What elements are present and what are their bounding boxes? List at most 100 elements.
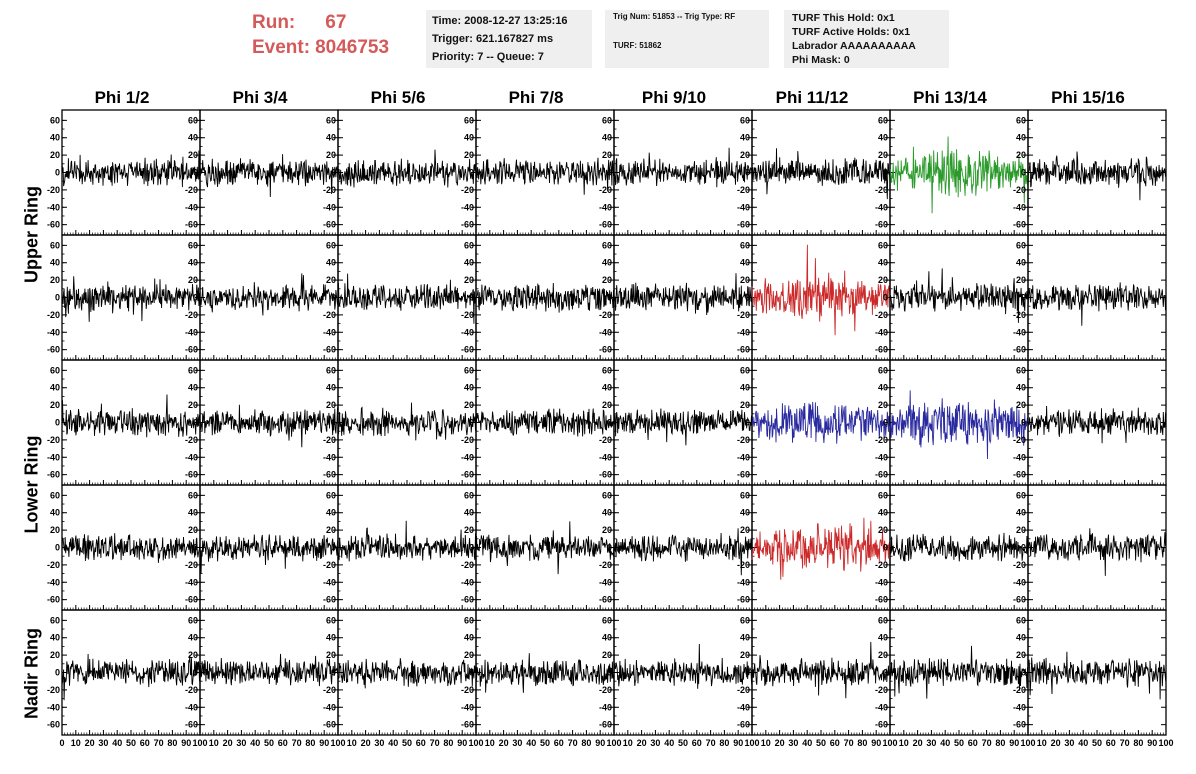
y-tick-label-r4-phi-5-6-40: 40 [326,633,336,643]
waveform-r3-phi-3-4 [199,534,339,574]
y-tick-label-r3-phi-1-2-0: 0 [55,543,60,553]
y-tick-label-r3-phi-13-14--20: -20 [875,560,888,570]
y-tick-label-r3-phi-5-6--20: -20 [323,560,336,570]
x-tick-label-phi-7-8-50: 50 [540,738,550,748]
turf-text: TURF: 51862 [613,41,662,50]
phi-mask-text: Phi Mask: 0 [792,54,850,66]
y-tick-label-r1-phi-5-6-40: 40 [326,258,336,268]
column-header-phi-13-14: Phi 13/14 [913,88,987,107]
column-header-phi-15-16: Phi 15/16 [1051,88,1125,107]
y-tick-label-r4-phi-13-14-0: 0 [883,668,888,678]
y-tick-label-r4-phi-5-6--60: -60 [323,720,336,730]
x-tick-label-phi-9-10-100: 100 [744,738,759,748]
y-tick-label-r0-phi-13-14-20: 20 [878,150,888,160]
y-tick-label-r3-phi-1-2--60: -60 [47,595,60,605]
y-tick-label-r0-phi-1-2-40: 40 [50,133,60,143]
x-tick-label-phi-7-8-20: 20 [499,738,509,748]
y-tick-label-r0-phi-7-8--40: -40 [461,202,474,212]
y-tick-label-r2-phi-3-4-60: 60 [188,365,198,375]
column-header-phi-5-6: Phi 5/6 [370,88,426,107]
y-tick-label-r0-phi-9-10--20: -20 [599,185,612,195]
y-tick-label-r3-phi-13-14-60: 60 [878,490,888,500]
y-tick-label-r3-phi-3-4--20: -20 [185,560,198,570]
y-tick-label-r3-phi-9-10--20: -20 [599,560,612,570]
panel-frame-r2-phi-1-2 [61,359,201,486]
x-tick-label-phi-3-4-50: 50 [264,738,274,748]
x-tick-label-phi-11-12-90: 90 [871,738,881,748]
waveform-r3-phi-7-8 [475,521,615,575]
y-tick-label-r2-phi-15-16-0: 0 [1021,418,1026,428]
y-tick-label-r2-phi-11-12-60: 60 [740,365,750,375]
y-tick-label-r3-phi-13-14--40: -40 [875,577,888,587]
y-tick-label-r3-phi-15-16--40: -40 [1013,577,1026,587]
y-tick-label-r4-phi-1-2--40: -40 [47,702,60,712]
y-tick-label-r3-phi-11-12--20: -20 [737,560,750,570]
x-tick-label-phi-5-6-40: 40 [388,738,398,748]
x-tick-label-phi-9-10-50: 50 [678,738,688,748]
y-tick-label-r3-phi-3-4-0: 0 [193,543,198,553]
waveform-r2-phi-5-6 [337,402,477,441]
y-tick-label-r4-phi-13-14-40: 40 [878,633,888,643]
y-tick-label-r4-phi-11-12--20: -20 [737,685,750,695]
y-tick-label-r3-phi-1-2-60: 60 [50,490,60,500]
y-tick-label-r1-phi-9-10-60: 60 [602,240,612,250]
y-tick-label-r2-phi-15-16--40: -40 [1013,452,1026,462]
y-tick-label-r4-phi-9-10-60: 60 [602,615,612,625]
y-tick-label-r4-phi-1-2-60: 60 [50,615,60,625]
waveform-r3-phi-13-14 [889,532,1029,562]
y-tick-label-r4-phi-7-8-20: 20 [464,650,474,660]
y-tick-label-r0-phi-13-14-40: 40 [878,133,888,143]
y-tick-label-r4-phi-15-16-20: 20 [1016,650,1026,660]
x-tick-label-phi-9-10-40: 40 [664,738,674,748]
y-tick-label-r0-phi-3-4--20: -20 [185,185,198,195]
y-tick-label-r2-phi-13-14-20: 20 [878,400,888,410]
waveform-r3-phi-15-16 [1027,528,1167,576]
y-tick-label-r2-phi-9-10-20: 20 [602,400,612,410]
y-tick-label-r2-phi-3-4-0: 0 [193,418,198,428]
y-tick-label-r0-phi-9-10-40: 40 [602,133,612,143]
waveform-r1-phi-11-12 [751,244,891,336]
y-tick-label-r0-phi-13-14-60: 60 [878,115,888,125]
x-tick-label-phi-7-8-10: 10 [485,738,495,748]
y-tick-label-r2-phi-1-2-0: 0 [55,418,60,428]
y-tick-label-r0-phi-7-8-40: 40 [464,133,474,143]
y-tick-label-r1-phi-13-14--60: -60 [875,345,888,355]
x-tick-label-phi-5-6-30: 30 [374,738,384,748]
y-tick-label-r2-phi-15-16--20: -20 [1013,435,1026,445]
y-tick-label-r3-phi-5-6--40: -40 [323,577,336,587]
y-tick-label-r4-phi-3-4-0: 0 [193,668,198,678]
y-tick-label-r3-phi-11-12-20: 20 [740,525,750,535]
y-tick-label-r4-phi-15-16--20: -20 [1013,685,1026,695]
y-tick-label-r0-phi-1-2--60: -60 [47,220,60,230]
y-tick-label-r3-phi-9-10-0: 0 [607,543,612,553]
y-tick-label-r4-phi-11-12-0: 0 [745,668,750,678]
x-tick-label-phi-15-16-90: 90 [1147,738,1157,748]
y-tick-label-r2-phi-9-10--60: -60 [599,470,612,480]
x-tick-label-phi-3-4-20: 20 [223,738,233,748]
y-tick-label-r4-phi-5-6-60: 60 [326,615,336,625]
y-tick-label-r1-phi-7-8-20: 20 [464,275,474,285]
x-tick-label-phi-9-10-60: 60 [692,738,702,748]
y-tick-label-r1-phi-13-14-20: 20 [878,275,888,285]
x-tick-label-phi-1-2-0: 0 [59,738,64,748]
y-tick-label-r3-phi-15-16-40: 40 [1016,508,1026,518]
y-tick-label-r1-phi-13-14--20: -20 [875,310,888,320]
y-tick-label-r1-phi-3-4-0: 0 [193,293,198,303]
y-tick-label-r2-phi-11-12--40: -40 [737,452,750,462]
x-tick-label-phi-1-2-100: 100 [192,738,207,748]
x-tick-label-phi-15-16-70: 70 [1120,738,1130,748]
y-tick-label-r0-phi-9-10-60: 60 [602,115,612,125]
y-tick-label-r1-phi-5-6--20: -20 [323,310,336,320]
run-value: 67 [325,12,347,33]
time-text: Time: 2008-12-27 13:25:16 [432,15,568,27]
x-tick-label-phi-13-14-60: 60 [968,738,978,748]
y-tick-label-r2-phi-15-16-40: 40 [1016,383,1026,393]
y-tick-label-r2-phi-15-16-60: 60 [1016,365,1026,375]
x-tick-label-phi-13-14-80: 80 [995,738,1005,748]
run-event-block: Run: 67 Event: 8046753 [252,10,389,60]
waveform-r0-phi-11-12 [751,148,891,200]
y-tick-label-r0-phi-15-16-60: 60 [1016,115,1026,125]
y-tick-label-r4-phi-15-16-40: 40 [1016,633,1026,643]
waveform-r2-phi-9-10 [613,408,753,446]
